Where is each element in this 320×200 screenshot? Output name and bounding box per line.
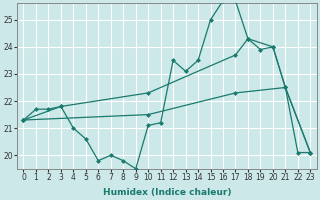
X-axis label: Humidex (Indice chaleur): Humidex (Indice chaleur) xyxy=(103,188,231,197)
